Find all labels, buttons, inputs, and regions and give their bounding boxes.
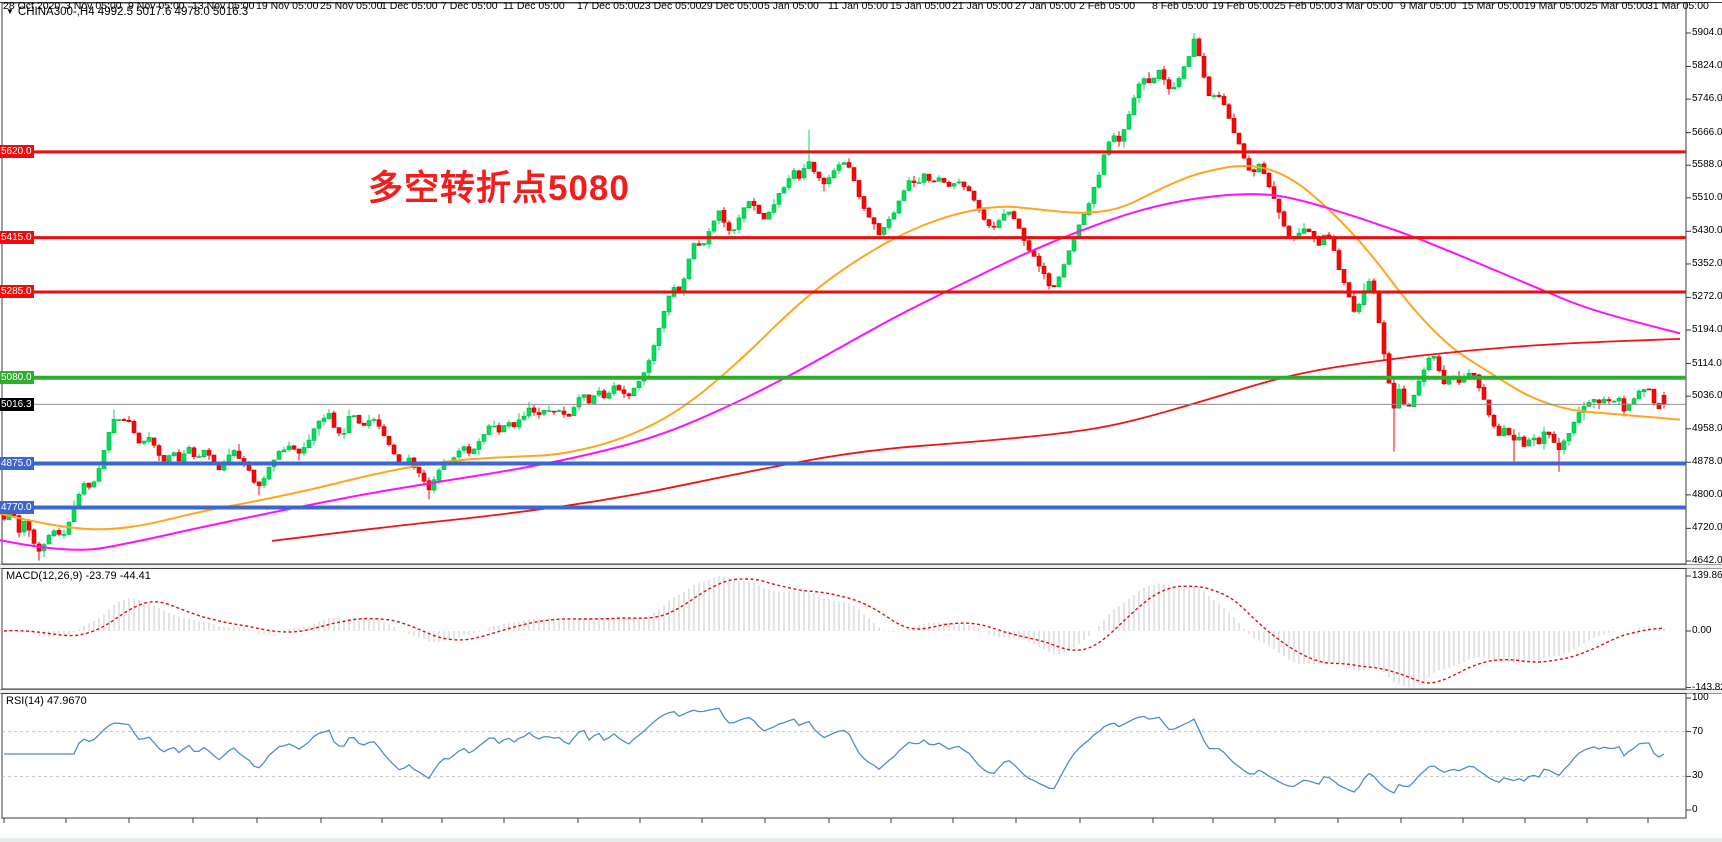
macd-tick-label: 0.00 (1692, 625, 1712, 636)
price-tick-label: 5114.0 (1692, 357, 1722, 369)
symbol-ohlc-readout: CHINA300-,H4 4992.5 5017.6 4978.0 5016.3 (17, 6, 249, 18)
current-price-badge: 5016.3 (0, 397, 34, 411)
price-tick-label: 5666.0 (1692, 126, 1722, 138)
time-axis-label: 2 Feb 05:00 (1079, 0, 1136, 12)
time-axis-label: 3 Nov 05:00 (65, 0, 122, 12)
price-tick-label: 5510.0 (1692, 191, 1722, 203)
price-tick-label: 4800.0 (1692, 488, 1722, 500)
time-axis-label: 1 Dec 05:00 (381, 0, 438, 12)
window-bottom-strip (0, 838, 1722, 842)
price-tick-label: 5036.0 (1692, 390, 1722, 402)
time-axis-label: 5 Jan 05:00 (764, 0, 819, 12)
candles-layer (1, 33, 1667, 561)
time-axis-label: 25 Nov 05:00 (320, 0, 383, 12)
time-axis-label: 15 Jan 05:00 (890, 0, 951, 12)
level-badge-5620: 5620.0 (0, 145, 34, 159)
time-axis-label: 29 Dec 05:00 (701, 0, 764, 12)
time-axis-label: 21 Jan 05:00 (952, 0, 1013, 12)
ma-fast-orange (0, 165, 1681, 531)
price-tick-label: 4878.0 (1692, 456, 1722, 468)
rsi-panel-border (1, 693, 1687, 819)
price-tick-label: 5904.0 (1692, 27, 1722, 38)
macd-panel-border (1, 568, 1687, 690)
time-axis-label: 27 Jan 05:00 (1015, 0, 1076, 12)
time-axis-label: 23 Dec 05:00 (639, 0, 702, 12)
time-axis-label: 19 Feb 05:00 (1212, 0, 1274, 12)
macd-signal-line (3, 578, 1665, 684)
panel-splitter[interactable] (0, 564, 1722, 569)
price-tick-label: 4642.0 (1692, 555, 1722, 566)
price-tick-label: 5588.0 (1692, 159, 1722, 171)
chevron-down-icon[interactable]: ▼ (6, 7, 14, 16)
price-tick-label: 5824.0 (1692, 60, 1722, 72)
rsi-tick-label: 30 (1692, 770, 1704, 782)
price-tick-label: 4720.0 (1692, 522, 1722, 534)
annotation-text: 多空转折点5080 (368, 169, 630, 208)
level-badge-5285: 5285.0 (0, 285, 34, 299)
time-axis-label: 8 Feb 05:00 (1152, 0, 1209, 12)
rsi-line (4, 707, 1665, 794)
time-axis-label: 19 Mar 05:00 (1524, 0, 1586, 12)
level-badge-4875: 4875.0 (0, 457, 34, 471)
level-badge-5080: 5080.0 (0, 371, 34, 385)
time-axis-label: 25 Feb 05:00 (1274, 0, 1336, 12)
ma-mid-magenta (0, 193, 1681, 551)
macd-tick-label: -143.82 (1692, 681, 1722, 693)
time-axis-label: 15 Mar 05:00 (1462, 0, 1524, 12)
macd-tick-label: 139.86 (1692, 570, 1722, 581)
macd-indicator-label: MACD(12,26,9) -23.79 -44.41 (6, 570, 151, 582)
time-axis-label: 13 Nov 05:00 (192, 0, 255, 12)
time-axis-label: 9 Nov 05:00 (128, 0, 185, 12)
price-tick-label: 5352.0 (1692, 257, 1722, 269)
time-axis-label: 28 Oct 2020 (3, 0, 61, 12)
time-axis-label: 17 Dec 05:00 (577, 0, 640, 12)
time-axis-label: 25 Mar 05:00 (1586, 0, 1648, 12)
price-tick-label: 5272.0 (1692, 291, 1722, 303)
time-axis-label: 3 Mar 05:00 (1337, 0, 1394, 12)
time-axis-label: 11 Jan 05:00 (828, 0, 888, 12)
rsi-tick-label: 100 (1692, 692, 1709, 703)
time-axis-label: 31 Mar 05:00 (1647, 0, 1709, 12)
rsi-tick-label: 70 (1692, 725, 1704, 737)
level-badge-5415: 5415.0 (0, 231, 34, 245)
time-axis-label: 9 Mar 05:00 (1400, 0, 1457, 12)
macd-histogram (8, 576, 1665, 688)
price-tick-label: 5194.0 (1692, 324, 1722, 336)
price-tick-label: 4958.0 (1692, 422, 1722, 434)
price-tick-label: 5430.0 (1692, 225, 1722, 237)
time-axis-label: 11 Dec 05:00 (503, 0, 565, 12)
rsi-tick-label: 0 (1692, 804, 1698, 815)
level-badge-4770: 4770.0 (0, 500, 34, 514)
price-tick-label: 5746.0 (1692, 93, 1722, 105)
rsi-indicator-label: RSI(14) 47.9670 (6, 695, 87, 707)
time-axis-label: 19 Nov 05:00 (256, 0, 319, 12)
panel-splitter[interactable] (0, 689, 1722, 694)
time-axis-label: 7 Dec 05:00 (441, 0, 498, 12)
symbol-header: ▼ CHINA300-,H4 4992.5 5017.6 4978.0 5016.… (6, 6, 248, 18)
